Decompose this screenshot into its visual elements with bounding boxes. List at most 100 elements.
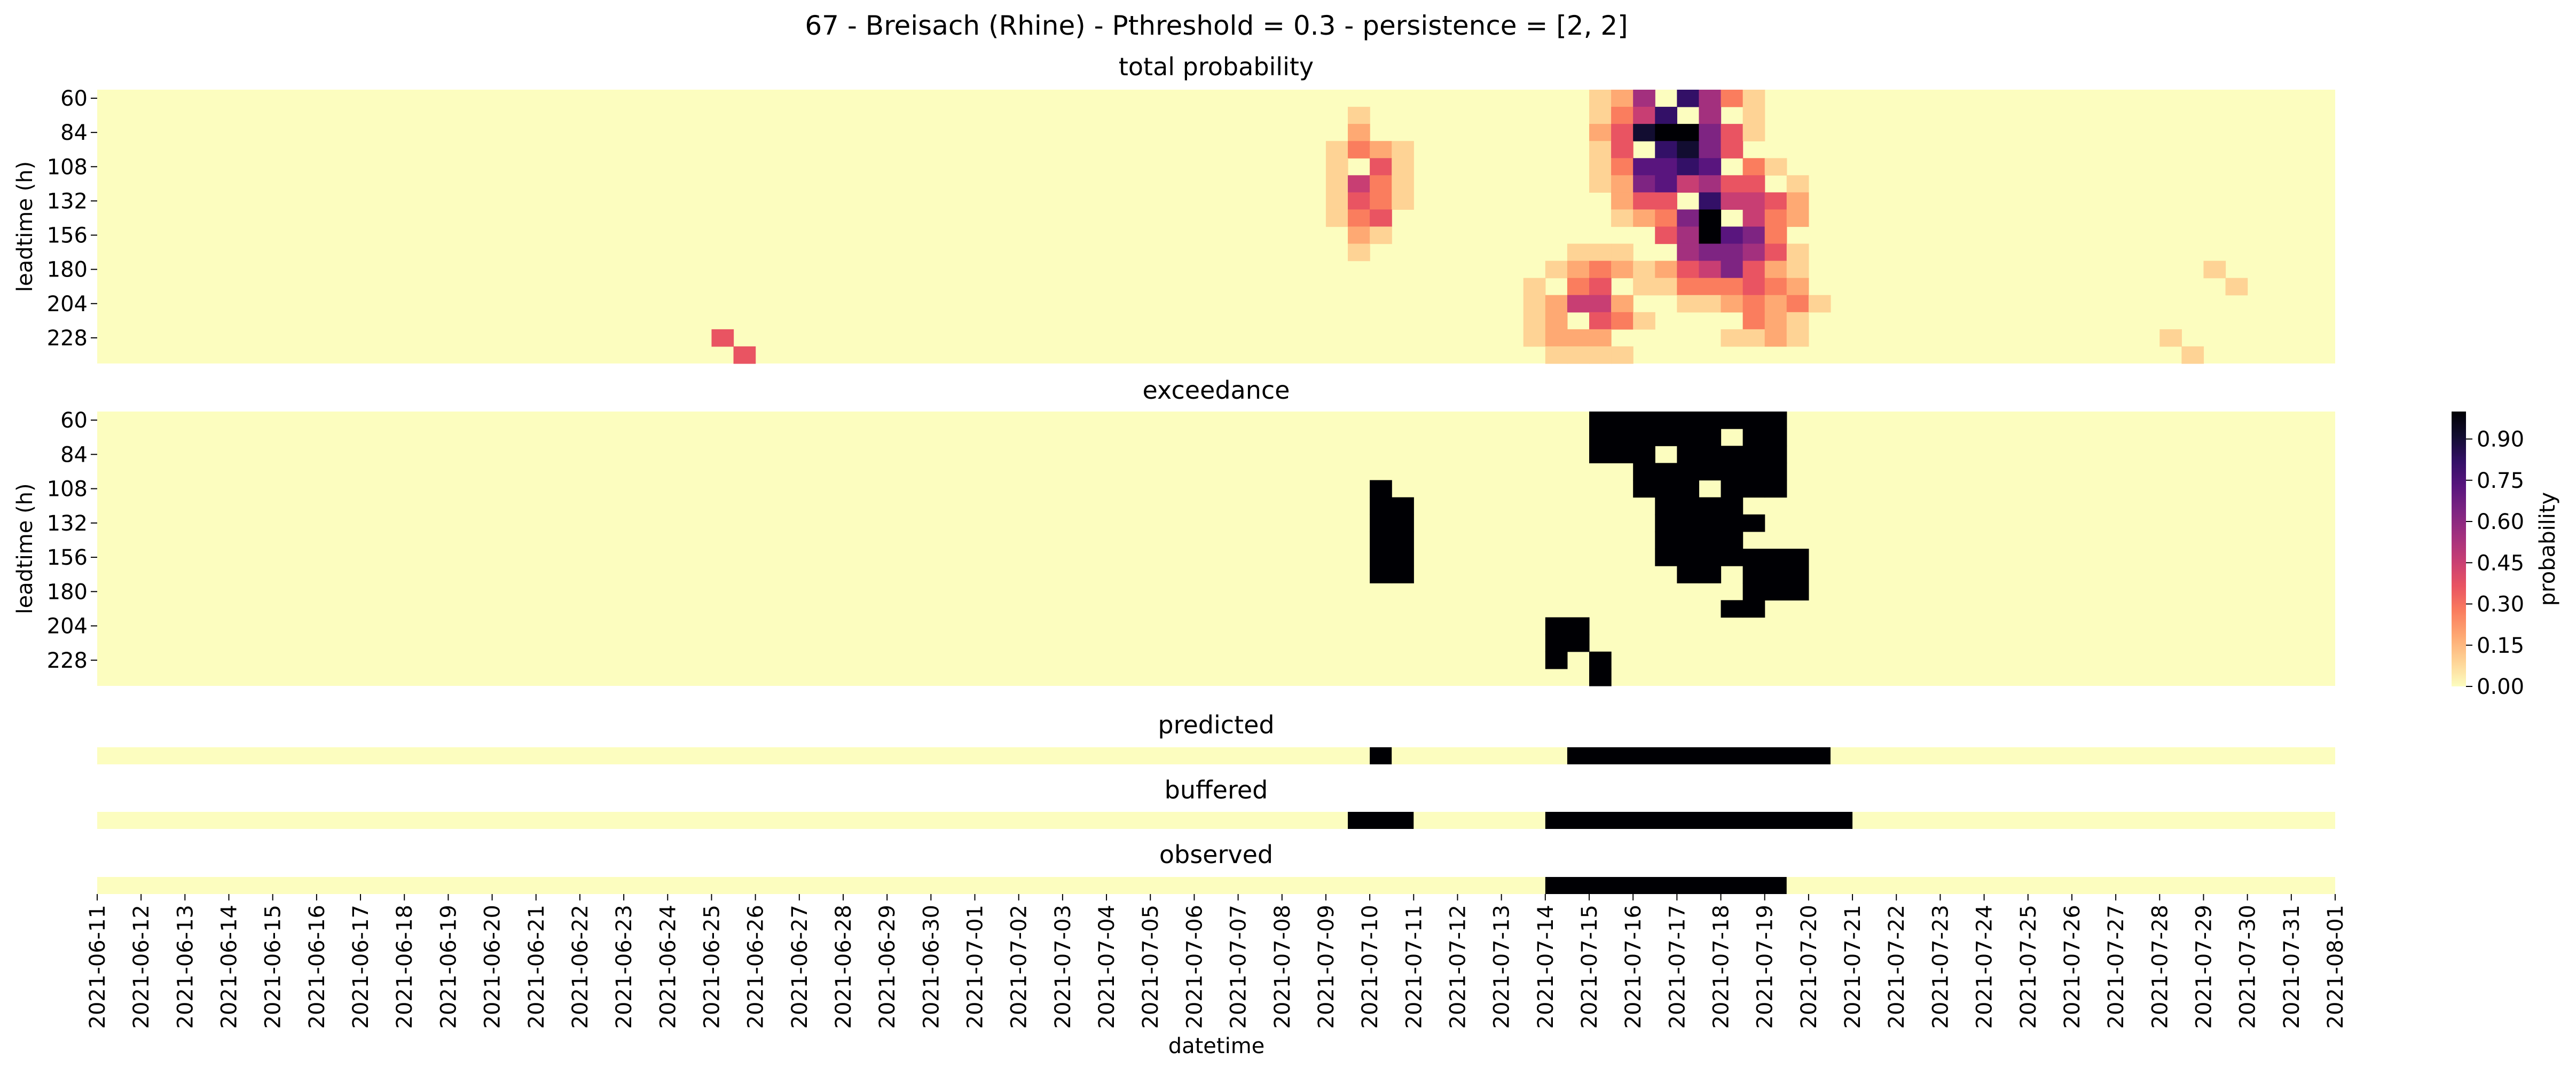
heatmap-cell bbox=[1567, 260, 1590, 279]
heatmap-cell bbox=[1699, 243, 1722, 262]
heatmap-cell bbox=[1699, 175, 1722, 193]
heatmap-cell bbox=[1742, 480, 1765, 498]
heatmap-cell bbox=[1742, 549, 1765, 566]
colorbar-gradient bbox=[2452, 412, 2466, 686]
heatmap-cell bbox=[1589, 158, 1612, 176]
heatmap-cell bbox=[1633, 278, 1655, 296]
heatmap-cell bbox=[1742, 158, 1765, 176]
heatmap-cell bbox=[1677, 412, 1700, 429]
x-tick-label: 2021-06-30 bbox=[919, 905, 944, 1029]
heatmap-cell bbox=[1545, 312, 1568, 330]
heatmap-cell bbox=[1655, 141, 1677, 159]
x-tick-label: 2021-07-03 bbox=[1051, 905, 1075, 1029]
heatmap-cell bbox=[1764, 312, 1787, 330]
x-tick-label: 2021-07-07 bbox=[1227, 905, 1251, 1029]
x-tick-label: 2021-06-23 bbox=[612, 905, 637, 1029]
heatmap-cell bbox=[1545, 295, 1568, 313]
x-tick-label: 2021-08-01 bbox=[2323, 905, 2348, 1029]
heatmap-cell bbox=[1611, 312, 1633, 330]
heatmap-cell bbox=[2181, 346, 2204, 364]
panel-background bbox=[97, 877, 2335, 894]
heatmap-cell bbox=[1633, 90, 1655, 107]
y-tick-label: 60 bbox=[60, 86, 88, 111]
x-tick-label: 2021-06-19 bbox=[436, 905, 461, 1029]
x-tick-label: 2021-06-21 bbox=[524, 905, 549, 1029]
x-tick-label: 2021-07-22 bbox=[1884, 905, 1909, 1029]
colorbar-tick-label: 0.15 bbox=[2477, 634, 2524, 658]
heatmap-cell bbox=[1677, 243, 1700, 262]
heatmap-cell bbox=[1742, 446, 1765, 463]
x-tick-label: 2021-07-04 bbox=[1095, 905, 1119, 1029]
y-tick-label: 204 bbox=[47, 614, 88, 639]
heatmap-cell bbox=[1348, 226, 1370, 244]
heatmap-cell bbox=[1742, 175, 1765, 193]
heatmap-cell bbox=[1567, 278, 1590, 296]
heatmap-cell bbox=[1611, 295, 1633, 313]
heatmap-cell bbox=[1392, 549, 1414, 566]
heatmap-cell bbox=[1699, 192, 1722, 210]
heatmap-cell bbox=[1786, 278, 1809, 296]
heatmap-cell bbox=[1589, 668, 1612, 686]
x-tick-label: 2021-07-09 bbox=[1314, 905, 1339, 1029]
heatmap-cell bbox=[1523, 312, 1546, 330]
heatmap-cell bbox=[1655, 531, 1677, 549]
heatmap-cell bbox=[1742, 192, 1765, 210]
heatmap-cell bbox=[1567, 329, 1590, 347]
heatmap-cell bbox=[1545, 651, 1568, 669]
heatmap-cell bbox=[1742, 514, 1765, 532]
heatmap-cell bbox=[1699, 278, 1722, 296]
panel-observed: observed bbox=[97, 840, 2335, 894]
x-tick-label: 2021-07-30 bbox=[2236, 905, 2260, 1029]
x-tick-label: 2021-07-25 bbox=[2016, 905, 2041, 1029]
heatmap-cell bbox=[1721, 192, 1743, 210]
heatmap-cell bbox=[1764, 549, 1787, 566]
heatmap-cell bbox=[1545, 346, 1568, 364]
heatmap-cell bbox=[1677, 549, 1700, 566]
heatmap-cell bbox=[1742, 209, 1765, 227]
heatmap-cell bbox=[1655, 463, 1677, 481]
colorbar-tick-label: 0.30 bbox=[2477, 592, 2524, 617]
heatmap-cell bbox=[1699, 514, 1722, 532]
y-tick-label: 180 bbox=[47, 580, 88, 604]
x-tick-label: 2021-07-14 bbox=[1534, 905, 1558, 1029]
x-tick-label: 2021-07-21 bbox=[1841, 905, 1865, 1029]
heatmap-cell bbox=[1633, 480, 1655, 498]
heatmap-cells bbox=[1370, 412, 1809, 686]
heatmap-cell bbox=[1764, 566, 1787, 583]
heatmap-cell bbox=[1655, 549, 1677, 566]
heatmap-cell bbox=[1655, 412, 1677, 429]
heatmap-cell bbox=[1545, 634, 1568, 652]
heatmap-cell bbox=[1699, 90, 1722, 107]
heatmap-cell bbox=[2159, 329, 2182, 347]
heatmap-cell bbox=[1699, 209, 1722, 227]
heatmap-cell bbox=[1677, 446, 1700, 463]
heatmap-cell bbox=[1721, 175, 1743, 193]
heatmap-cell bbox=[1699, 531, 1722, 549]
x-tick-label: 2021-07-05 bbox=[1138, 905, 1163, 1029]
heatmap-cell bbox=[1589, 412, 1612, 429]
heatmap-cell bbox=[1589, 329, 1612, 347]
heatmap-cell bbox=[1764, 209, 1787, 227]
heatmap-cell bbox=[1764, 278, 1787, 296]
heatmap-cell bbox=[1721, 549, 1743, 566]
heatmap-cell bbox=[1589, 346, 1612, 364]
heatmap-cell bbox=[1786, 549, 1809, 566]
panel-background bbox=[97, 747, 2335, 764]
x-tick-label: 2021-06-13 bbox=[173, 905, 198, 1029]
heatmap-cell bbox=[1589, 124, 1612, 141]
x-tick-label: 2021-06-15 bbox=[261, 905, 286, 1029]
heatmap-cell bbox=[1655, 278, 1677, 296]
heatmap-cell bbox=[1611, 175, 1633, 193]
heatmap-cell bbox=[1742, 566, 1765, 583]
heatmap-cell bbox=[1611, 412, 1633, 429]
heatmap-cell bbox=[1633, 209, 1655, 227]
heatmap-cell bbox=[1742, 295, 1765, 313]
x-tick-label: 2021-07-06 bbox=[1182, 905, 1207, 1029]
heatmap-cell bbox=[1677, 295, 1700, 313]
x-tick-label: 2021-07-12 bbox=[1446, 905, 1470, 1029]
y-tick-label: 84 bbox=[60, 121, 88, 145]
event-bar bbox=[1567, 747, 1831, 764]
heatmap-cell bbox=[2225, 278, 2248, 296]
heatmap-cell bbox=[1699, 124, 1722, 141]
